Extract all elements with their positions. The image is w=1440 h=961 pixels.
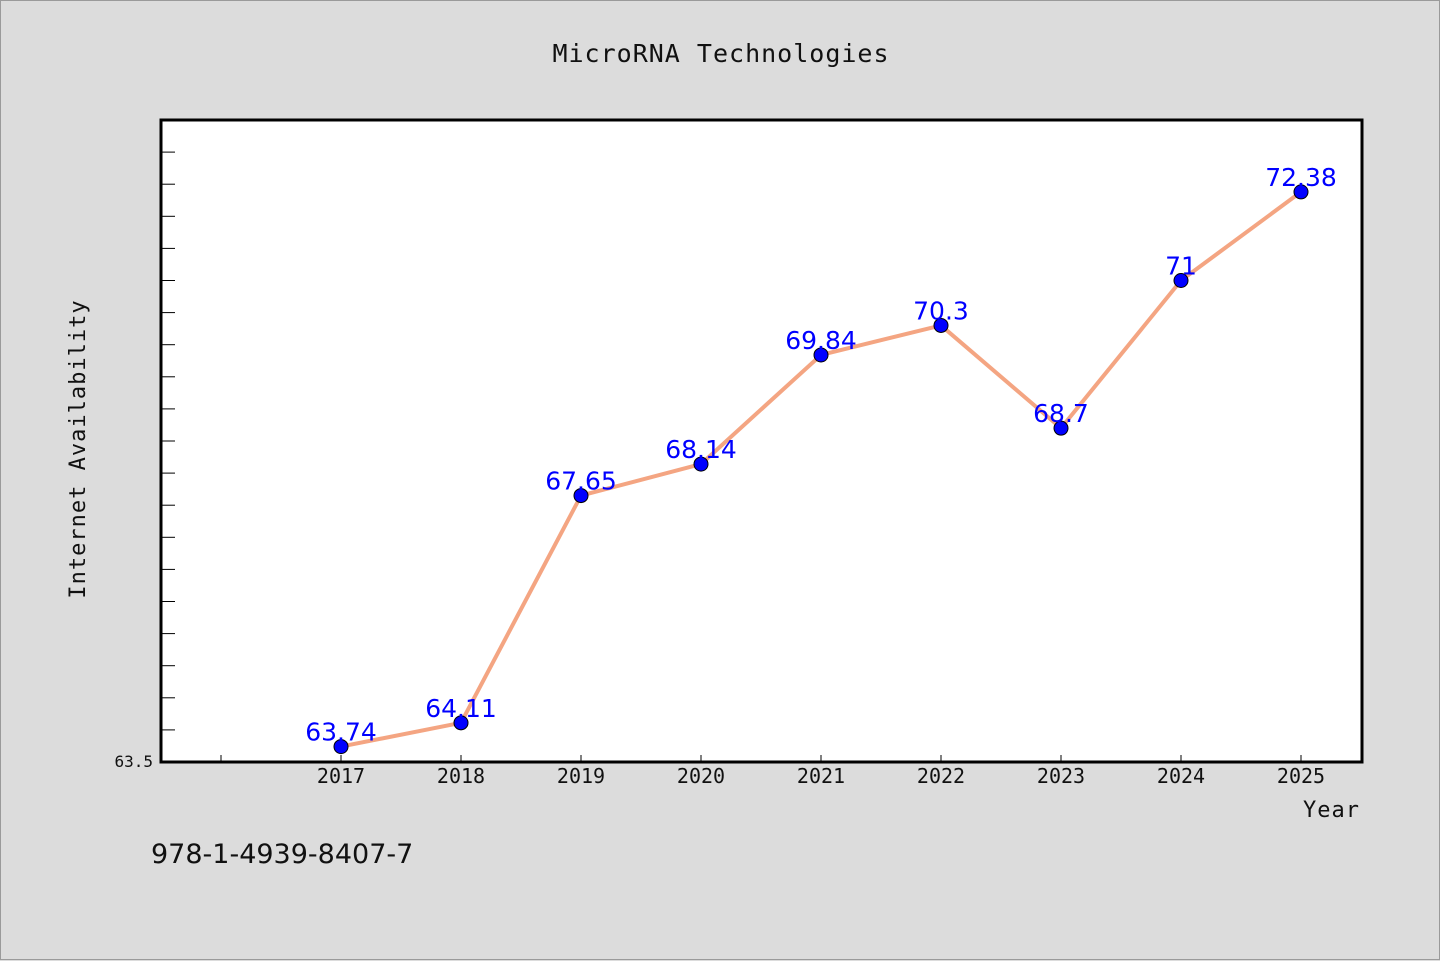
data-point [1053, 420, 1069, 436]
data-label: 68.7 [1033, 399, 1089, 428]
x-tick-label: 2017 [317, 764, 365, 788]
x-tick-label: 2021 [797, 764, 845, 788]
data-label: 67.65 [545, 467, 617, 496]
data-point [573, 488, 589, 504]
data-point [1293, 184, 1309, 200]
data-label: 72.38 [1265, 163, 1337, 192]
x-tick-label: 2020 [677, 764, 725, 788]
isbn-text: 978-1-4939-8407-7 [151, 839, 413, 870]
data-point [453, 715, 469, 731]
chart-title: MicroRNA Technologies [552, 39, 889, 68]
data-labels: 63.74 64.11 67.65 68.14 69.84 70.3 68.7 71 72.38 [305, 163, 1337, 747]
data-label: 70.3 [913, 296, 969, 325]
x-axis-ticks [220, 755, 1302, 762]
x-tick-label: 2019 [557, 764, 605, 788]
data-point [813, 347, 829, 363]
y-axis-min-label: 63.5 [114, 752, 153, 771]
plot-area [159, 118, 1364, 764]
data-point [333, 739, 349, 755]
x-axis-tick-labels: 2017 2018 2019 2020 2021 2022 2023 2024 2025 [317, 764, 1325, 788]
x-tick-label: 2022 [917, 764, 965, 788]
x-tick-label: 2025 [1277, 764, 1325, 788]
data-label: 63.74 [305, 718, 377, 747]
data-point [933, 317, 949, 333]
data-points [333, 184, 1309, 755]
x-axis-label: Year [1303, 798, 1360, 823]
data-label: 68.14 [665, 435, 737, 464]
x-tick-label: 2024 [1157, 764, 1205, 788]
data-label: 64.11 [425, 694, 497, 723]
x-tick-label: 2018 [437, 764, 485, 788]
y-axis-label: Internet Availability [66, 299, 91, 598]
data-point [1173, 273, 1189, 288]
data-point [693, 456, 709, 472]
y-axis-ticks [161, 151, 175, 731]
data-label: 69.84 [785, 326, 857, 355]
data-label: 71 [1165, 252, 1197, 281]
x-tick-label: 2023 [1037, 764, 1085, 788]
